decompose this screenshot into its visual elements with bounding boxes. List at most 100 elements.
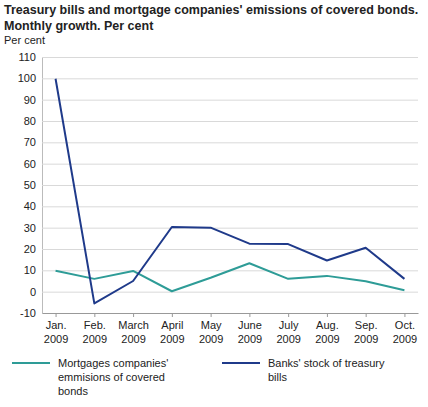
y-tick-label: 10: [24, 264, 36, 276]
y-tick-label: 60: [24, 158, 36, 170]
x-tick-label: Feb.2009: [83, 319, 107, 345]
x-tick-label: Jan. 2009: [44, 319, 68, 345]
grid-line: [42, 292, 418, 293]
y-tick: 100: [18, 72, 418, 84]
text-line: Oct.: [395, 319, 415, 331]
grid-line: [42, 206, 418, 207]
text-line: April: [161, 319, 183, 331]
text-line: 2009: [238, 333, 262, 345]
x-tick: June 2009: [238, 313, 262, 345]
y-tick-label: 70: [24, 136, 36, 148]
x-tick-mark: [94, 313, 95, 317]
x-tick-mark: [404, 313, 405, 317]
x-tick-mark: [133, 313, 134, 317]
grid-line: [42, 313, 418, 314]
text-line: March: [118, 319, 149, 331]
text-line: 2009: [393, 333, 417, 345]
y-tick-label: 110: [18, 51, 36, 63]
x-tick-label: Aug. 2009: [315, 319, 339, 345]
grid-line: [42, 121, 418, 122]
y-tick-label: -10: [20, 307, 36, 319]
series-line: [56, 263, 405, 291]
plot-area: [56, 79, 405, 304]
x-tick-mark: [249, 313, 250, 317]
y-tick: 80: [24, 115, 418, 127]
text-line: Aug.: [316, 319, 339, 331]
legend-label: Mortgages companies'emmisions of covered…: [58, 357, 168, 397]
text-line: Monthly growth. Per cent: [4, 19, 154, 33]
text-line: Jan.: [46, 319, 67, 331]
x-tick: March2009: [118, 313, 149, 345]
x-tick-mark: [327, 313, 328, 317]
y-tick-label: 40: [24, 200, 36, 212]
y-tick: 0: [30, 286, 418, 298]
legend-label: Banks' stock of treasury bills: [268, 357, 385, 383]
y-tick: -10: [20, 307, 418, 319]
x-tick-mark: [211, 313, 212, 317]
text-line: 2009: [354, 333, 378, 345]
x-tick: Oct. 2009: [393, 313, 417, 345]
y-tick-label: 0: [30, 286, 36, 298]
text-line: 2009: [315, 333, 339, 345]
x-axis: Jan.2009Feb.2009March2009April2009May200…: [43, 313, 419, 345]
y-tick-label: 50: [24, 179, 36, 191]
legend-swatch: [12, 362, 50, 364]
chart: Treasury bills and mortgage companies' e…: [0, 0, 428, 407]
y-tick: 50: [24, 179, 418, 191]
grid-line: [42, 100, 418, 101]
x-tick-label: Oct. 2009: [393, 319, 417, 345]
y-tick-label: 90: [24, 94, 36, 106]
text-line: Mortgages companies': [58, 357, 168, 369]
x-tick-label: April 2009: [160, 319, 184, 345]
grid-line: [42, 185, 418, 186]
text-line: 2009: [160, 333, 184, 345]
legend: Mortgages companies'emmisions of covered…: [12, 357, 385, 397]
x-tick-label: June 2009: [238, 319, 262, 345]
legend-swatch: [222, 362, 260, 364]
text-line: 2009: [276, 333, 300, 345]
x-tick-mark: [288, 313, 289, 317]
y-tick: 70: [24, 136, 418, 148]
text-line: May: [201, 319, 222, 331]
y-tick-label: 80: [24, 115, 36, 127]
x-tick-label: May 2009: [199, 319, 223, 345]
text-line: Banks' stock of treasury: [268, 357, 385, 369]
y-tick-label: 30: [24, 222, 36, 234]
y-tick-label: 20: [24, 243, 36, 255]
text-line: June: [238, 319, 262, 331]
grid-line: [42, 78, 418, 79]
x-tick-label: March2009: [118, 319, 149, 345]
x-tick: May 2009: [199, 313, 223, 345]
text-line: Sep.: [355, 319, 378, 331]
series-line: [56, 79, 405, 304]
x-tick-mark: [366, 313, 367, 317]
text-line: bills: [268, 371, 287, 383]
text-line: Treasury bills and mortgage companies' e…: [4, 3, 418, 17]
x-tick: April 2009: [160, 313, 184, 345]
y-tick-label: 100: [18, 72, 36, 84]
y-axis-title: Per cent: [4, 34, 45, 46]
x-tick: Aug. 2009: [315, 313, 339, 345]
grid-line: [42, 142, 418, 143]
x-tick: July 2009: [276, 313, 300, 345]
x-tick: Feb.2009: [83, 313, 107, 345]
text-line: Feb.: [84, 319, 106, 331]
text-line: 2009: [44, 333, 68, 345]
text-line: bonds: [58, 385, 88, 397]
x-tick: Jan. 2009: [44, 313, 68, 345]
text-line: 2009: [199, 333, 223, 345]
x-tick: Sep. 2009: [354, 313, 378, 345]
x-tick-label: July 2009: [276, 319, 300, 345]
grid-line: [42, 164, 418, 165]
grid-line: [42, 57, 418, 58]
x-axis-line: [43, 313, 419, 314]
grid-line: [42, 228, 418, 229]
y-tick: 90: [24, 94, 418, 106]
y-tick: 40: [24, 200, 418, 212]
x-tick-mark: [172, 313, 173, 317]
y-axis: -10 0 10 20 30 40 50 60 70 80 90 100 110: [18, 51, 418, 319]
x-tick-label: Sep. 2009: [354, 319, 378, 345]
y-tick: 60: [24, 158, 418, 170]
y-tick: 110: [18, 51, 418, 63]
text-line: July: [279, 319, 299, 331]
